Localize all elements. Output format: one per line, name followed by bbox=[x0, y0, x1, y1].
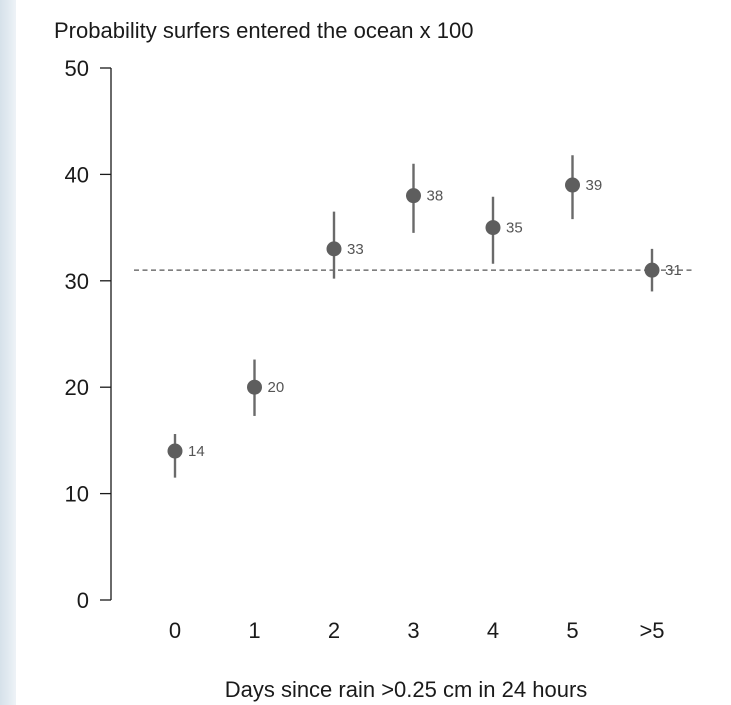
data-point bbox=[406, 188, 421, 204]
data-point bbox=[644, 262, 660, 278]
data-marks: 14 20 33 38 35 39 31 bbox=[167, 155, 682, 478]
chart: Probability surfers entered the ocean x … bbox=[54, 18, 694, 702]
chart-title: Probability surfers entered the ocean x … bbox=[54, 18, 473, 43]
y-tick-label: 50 bbox=[65, 56, 89, 81]
data-point bbox=[247, 379, 262, 395]
data-label: 35 bbox=[506, 220, 523, 237]
x-tick-label: >5 bbox=[639, 618, 664, 643]
y-tick-label: 0 bbox=[77, 588, 89, 613]
x-tick-label: 4 bbox=[487, 618, 499, 643]
data-label: 39 bbox=[586, 177, 603, 194]
x-tick-label: 3 bbox=[407, 618, 419, 643]
chart-panel: Probability surfers entered the ocean x … bbox=[16, 0, 731, 705]
data-label: 33 bbox=[347, 241, 364, 258]
x-axis-tick-labels: 0 1 2 3 4 5 >5 bbox=[169, 618, 665, 643]
y-tick-label: 40 bbox=[65, 162, 89, 187]
data-point bbox=[167, 443, 183, 459]
y-tick-label: 10 bbox=[65, 482, 89, 507]
y-tick-label: 20 bbox=[65, 375, 89, 400]
data-point bbox=[485, 220, 501, 236]
data-point bbox=[565, 177, 580, 193]
data-label: 14 bbox=[188, 443, 205, 460]
data-label: 31 bbox=[665, 262, 682, 279]
x-tick-label: 1 bbox=[248, 618, 260, 643]
y-axis: 0 10 20 30 40 50 bbox=[65, 56, 112, 613]
data-point bbox=[326, 241, 342, 257]
y-tick-label: 30 bbox=[65, 269, 89, 294]
data-label: 20 bbox=[268, 379, 285, 396]
data-label: 38 bbox=[427, 188, 444, 205]
x-axis-label: Days since rain >0.25 cm in 24 hours bbox=[225, 677, 588, 702]
x-tick-label: 2 bbox=[328, 618, 340, 643]
x-tick-label: 5 bbox=[566, 618, 578, 643]
x-tick-label: 0 bbox=[169, 618, 181, 643]
